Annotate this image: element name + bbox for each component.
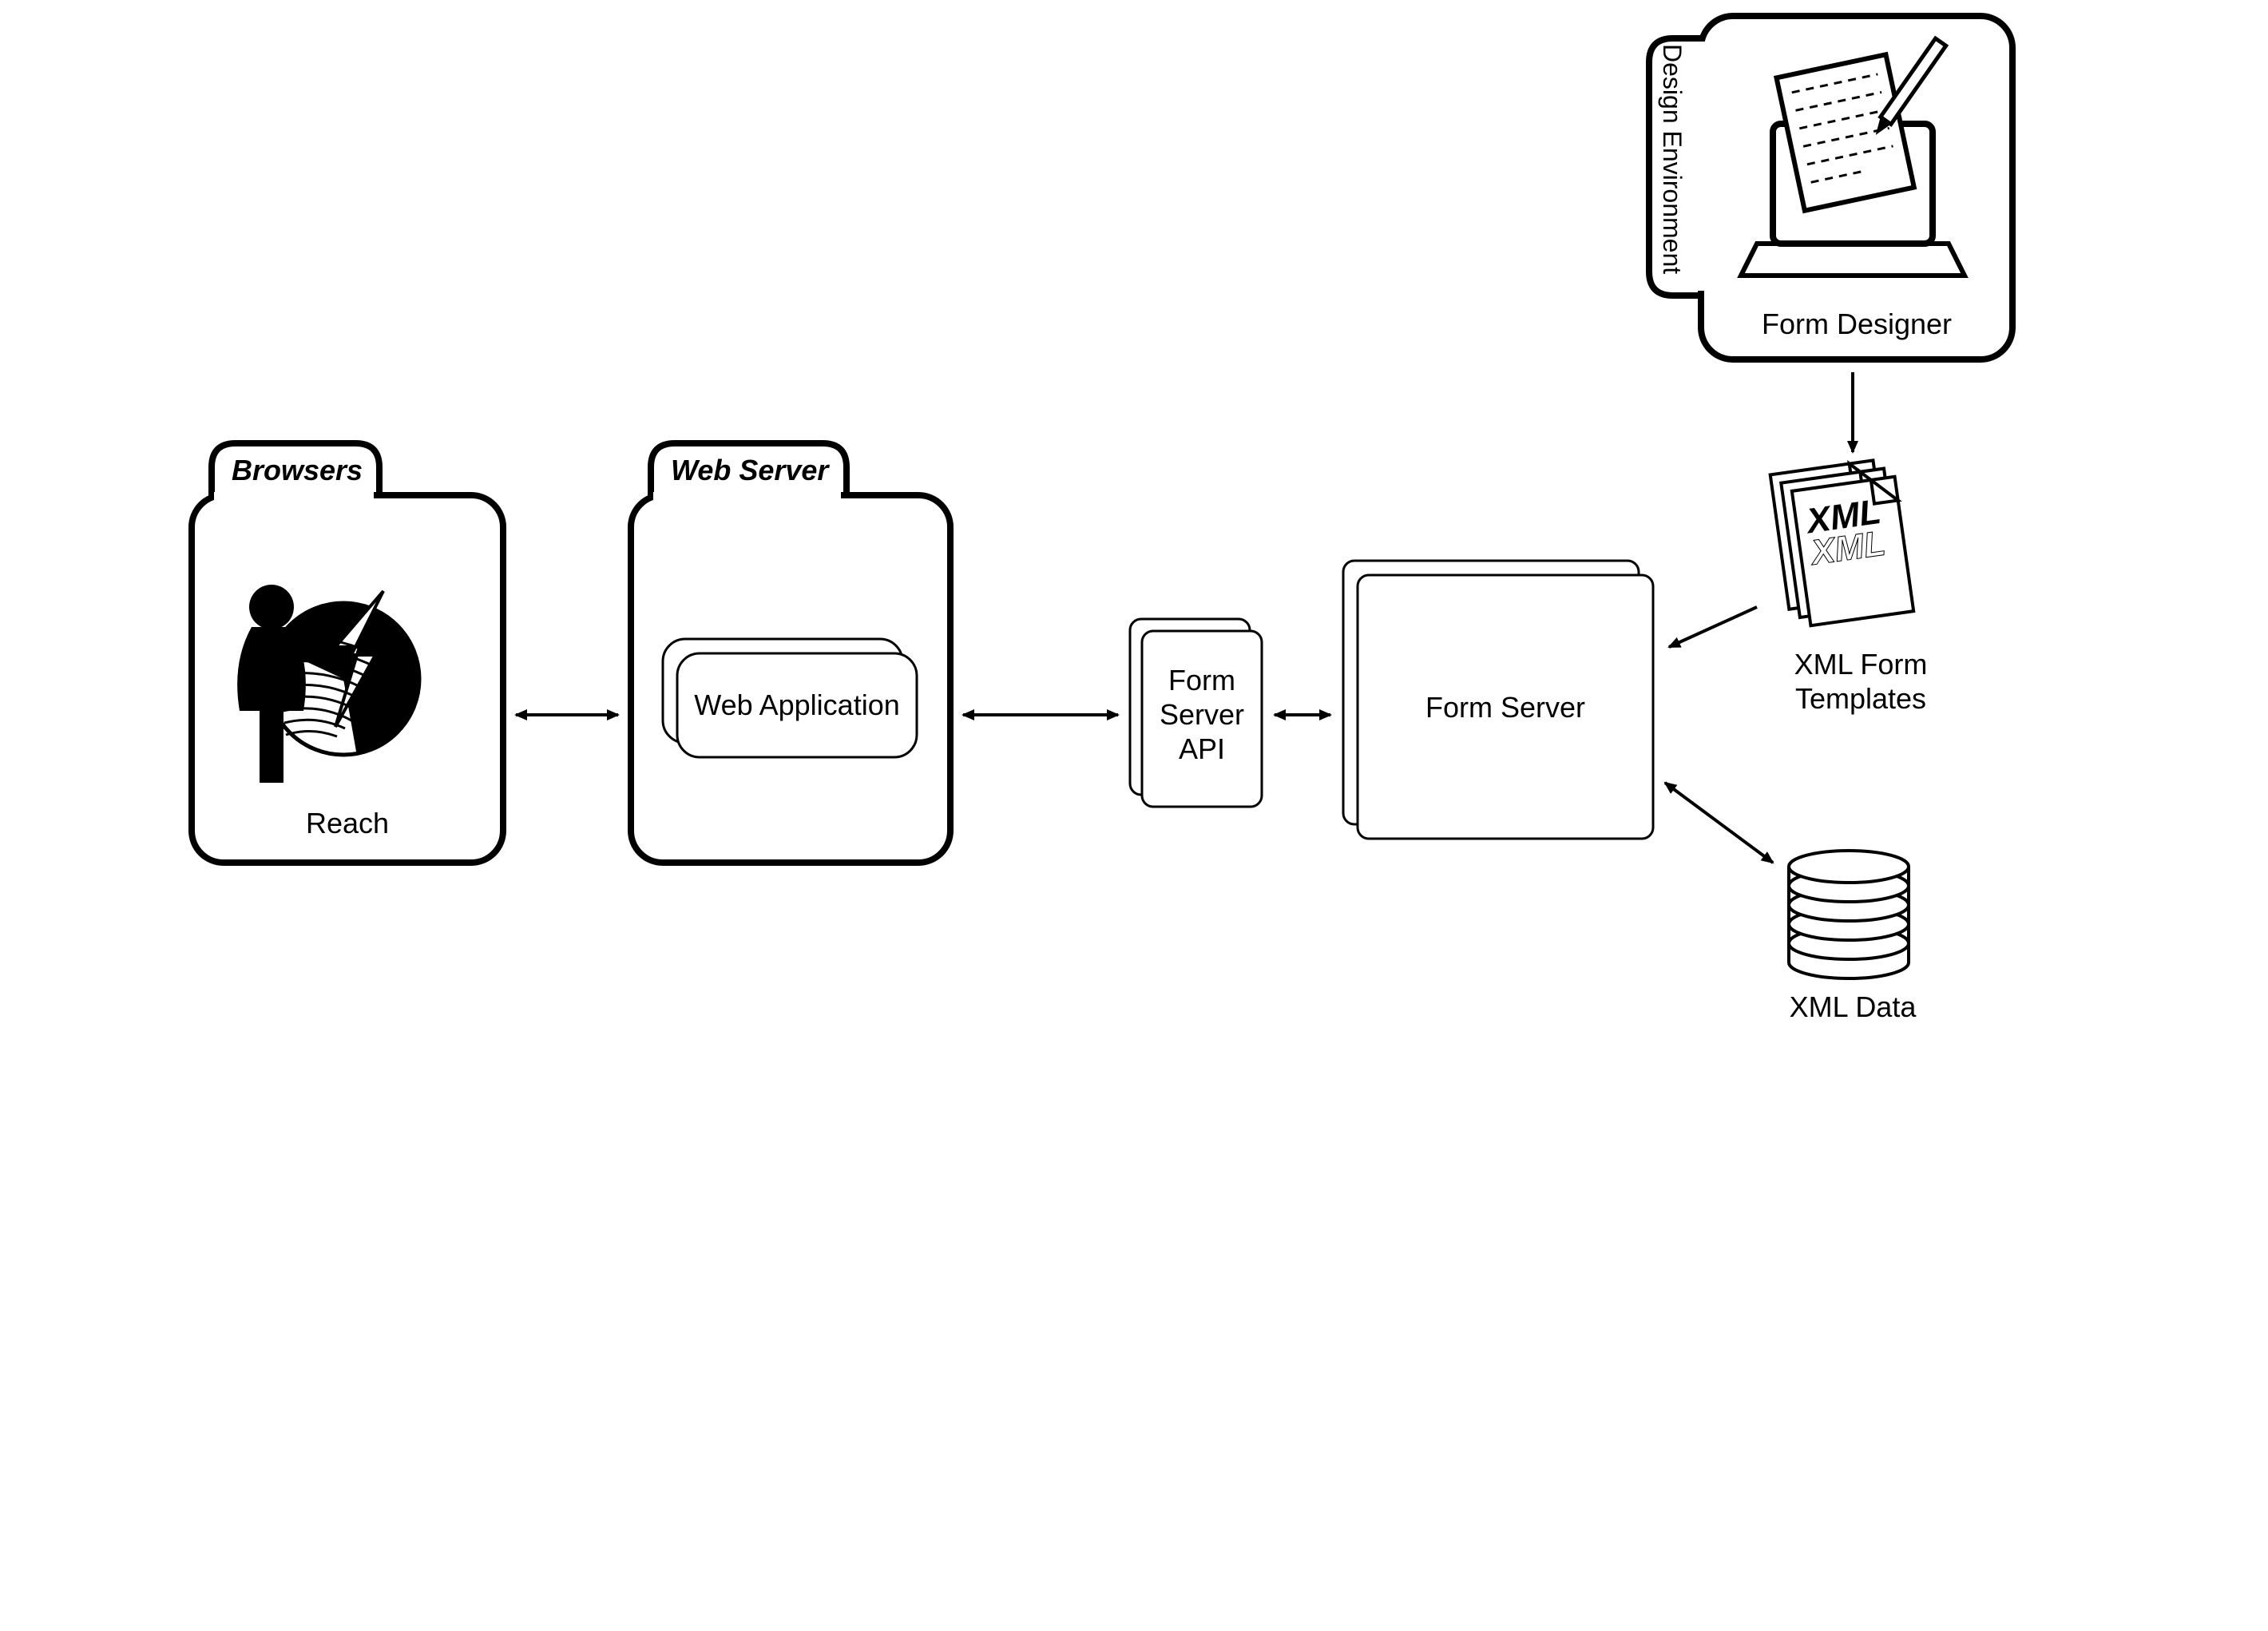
browsers-tab-label: Browsers xyxy=(232,454,363,487)
web-server-tab-label: Web Server xyxy=(671,454,828,487)
form-server-api-label: Form Server API xyxy=(1142,663,1262,767)
browsers-node xyxy=(192,443,503,863)
web-server-node xyxy=(631,443,950,863)
xml-data-icon xyxy=(1789,851,1909,978)
form-designer-caption: Form Designer xyxy=(1701,308,2012,341)
form-server-label: Form Server xyxy=(1358,691,1653,724)
xml-templates-caption: XML Form Templates xyxy=(1773,647,1949,716)
architecture-diagram: XML XML Browsers Reac xyxy=(0,0,2268,1631)
xml-templates-icon: XML XML xyxy=(1770,458,1914,629)
web-app-label: Web Application xyxy=(677,689,917,722)
xml-data-caption: XML Data xyxy=(1765,990,1941,1024)
browsers-caption: Reach xyxy=(192,807,503,840)
design-env-tab-label: Design Environment xyxy=(1657,44,1687,292)
